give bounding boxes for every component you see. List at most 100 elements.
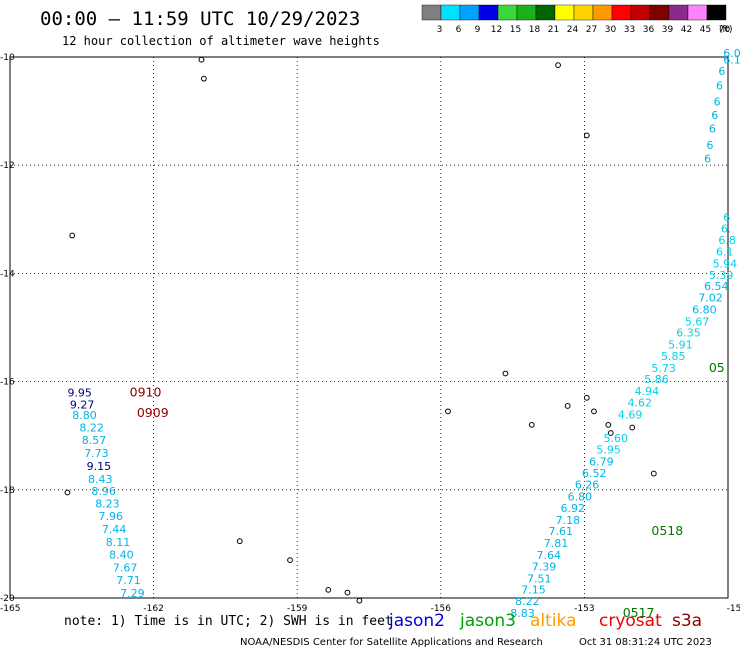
wave-height-value: 6.26 <box>575 479 600 492</box>
wave-height-value: 5.95 <box>596 444 621 457</box>
y-tick-label: -10 <box>0 53 15 63</box>
wave-height-value: 6.80 <box>692 303 717 316</box>
wave-height-value: 6.8 <box>718 234 736 247</box>
wave-height-value: 7.15 <box>521 584 546 597</box>
wave-height-value: 8.23 <box>95 498 120 511</box>
x-tick-label: -165 <box>0 604 20 614</box>
island-outline <box>69 232 76 239</box>
satellite-name: jason3 <box>459 611 516 631</box>
wave-height-value: 4.62 <box>627 396 652 409</box>
footer-timestamp: Oct 31 08:31:24 UTC 2023 <box>579 637 712 648</box>
wave-height-value: 8.43 <box>88 473 113 486</box>
wave-height-value: 5.94 <box>713 257 738 270</box>
legend-swatch <box>573 4 594 21</box>
legend-unit: (ft) <box>719 25 733 35</box>
island-outline <box>287 557 293 564</box>
observations: 9.959.278.808.228.577.739.158.438.968.23… <box>67 47 740 620</box>
wave-height-value: 8.22 <box>515 595 540 608</box>
legend-swatch <box>440 4 461 21</box>
time-labels: 0910 0909 05 0518 0517 <box>130 360 725 620</box>
wave-height-value: 6.1 <box>716 246 734 259</box>
wave-height-value: 9.27 <box>70 399 95 412</box>
legend-swatch <box>706 4 727 21</box>
wave-height-value: 7.96 <box>99 510 124 523</box>
wave-height-value: 6.80 <box>568 491 593 504</box>
islands <box>64 56 657 604</box>
legend-label: 24 <box>567 25 579 35</box>
wave-height-value: 6 <box>718 65 725 78</box>
wave-height-value: 4.94 <box>635 385 660 398</box>
x-tick-label: -153 <box>574 604 594 614</box>
legend-label: 36 <box>643 25 655 35</box>
island-outline <box>583 132 590 139</box>
x-tick-label: -162 <box>143 604 163 614</box>
legend-swatch <box>516 4 537 21</box>
legend-label: 30 <box>605 25 617 35</box>
wave-height-value: 7.64 <box>537 549 562 562</box>
wave-height-value: 4.69 <box>618 408 643 421</box>
map-title: 00:00 — 11:59 UTC 10/29/2023 <box>40 8 360 30</box>
island-outline <box>605 421 612 428</box>
wave-height-value: 8.83 <box>510 607 535 620</box>
wave-height-value: 7.18 <box>556 514 581 527</box>
footer-credit: NOAA/NESDIS Center for Satellite Applica… <box>240 637 543 648</box>
wave-height-value: 7.29 <box>120 587 144 600</box>
island-outline <box>325 586 332 593</box>
legend-swatch <box>649 4 670 21</box>
wave-height-value: 6 <box>706 139 713 152</box>
island-outline <box>650 470 657 477</box>
legend-swatch <box>668 4 689 21</box>
island-outline <box>555 62 561 69</box>
legend-label: 15 <box>510 25 521 35</box>
wave-height-value: 5.73 <box>651 362 676 375</box>
wave-height-value: 9.15 <box>87 460 112 473</box>
legend-swatch <box>630 4 651 21</box>
island-outline <box>528 421 535 428</box>
legend-label: 45 <box>700 25 711 35</box>
island-outline <box>564 403 571 409</box>
wave-height-value: 8.11 <box>106 536 131 549</box>
island-outline <box>200 75 207 82</box>
legend-label: 3 <box>437 25 443 35</box>
island-outline <box>583 394 590 401</box>
legend-label: 42 <box>681 25 692 35</box>
wave-height-value: 8.80 <box>72 409 97 422</box>
legend-swatch <box>554 4 575 21</box>
wave-height-value: 5.86 <box>644 373 669 386</box>
wave-height-value: 6.1 <box>723 53 740 66</box>
wave-height-value: 8.57 <box>82 434 107 447</box>
wave-height-value: 6.35 <box>676 327 701 340</box>
wave-height-value: 8.22 <box>79 421 104 434</box>
legend-swatch <box>687 4 708 21</box>
legend-swatch <box>421 4 442 21</box>
island-outline <box>502 370 509 377</box>
legend-label: 39 <box>662 25 674 35</box>
wave-height-value: 6 <box>716 79 723 92</box>
time-label: 05 <box>709 360 725 375</box>
time-label: 0910 <box>130 385 162 400</box>
wave-height-value: 6. <box>721 222 732 235</box>
satellite-name: jason2 <box>388 611 445 631</box>
wave-height-value: 6 <box>711 109 718 122</box>
y-tick-label: -18 <box>0 486 15 496</box>
y-tick-label: -20 <box>0 594 15 604</box>
legend-label: 33 <box>624 25 635 35</box>
x-tick-label: -156 <box>431 604 452 614</box>
wave-height-value: 6 <box>714 96 721 109</box>
legend-swatch <box>478 4 499 21</box>
wave-height-value: 6.52 <box>582 467 607 480</box>
island-outline <box>198 56 205 63</box>
wave-height-value: 5.91 <box>668 339 693 352</box>
color-legend: (ft)3 6 9 12 15 18 21 24 27 30 33 36 39 42 45 70 <box>421 4 733 35</box>
wave-height-value: 6.54 <box>704 280 729 293</box>
island-outline <box>591 408 597 415</box>
legend-label: 18 <box>529 25 541 35</box>
wave-height-value: 7.73 <box>84 447 109 460</box>
tick-labels: -165 -162 -159 -156 -153 -15 -10 -12 -14 -16 -18 -2… <box>0 53 740 614</box>
time-label: 0517 <box>623 605 655 620</box>
wave-height-value: 7.71 <box>116 574 141 587</box>
x-tick-label: -159 <box>287 604 308 614</box>
y-tick-label: -14 <box>0 269 15 279</box>
satellite-name: s3a <box>672 611 702 631</box>
